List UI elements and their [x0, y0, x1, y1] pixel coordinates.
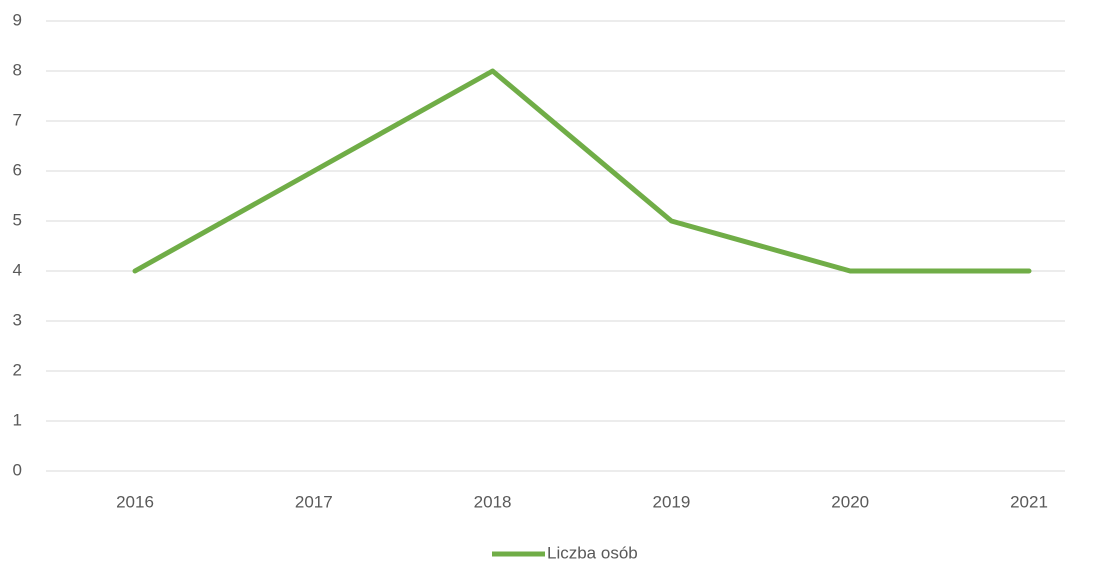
x-tick-label: 2018	[474, 492, 512, 511]
y-tick-label: 9	[13, 10, 22, 29]
y-tick-label: 7	[13, 110, 22, 129]
legend-label: Liczba osób	[547, 543, 638, 562]
y-tick-label: 3	[13, 310, 22, 329]
y-tick-label: 1	[13, 410, 22, 429]
x-tick-label: 2016	[116, 492, 154, 511]
y-tick-label: 0	[13, 460, 22, 479]
y-tick-label: 5	[13, 210, 22, 229]
y-tick-label: 6	[13, 160, 22, 179]
y-tick-label: 4	[13, 260, 22, 279]
x-tick-label: 2017	[295, 492, 333, 511]
x-tick-label: 2021	[1010, 492, 1048, 511]
y-tick-label: 8	[13, 60, 22, 79]
y-tick-label: 2	[13, 360, 22, 379]
x-tick-label: 2020	[831, 492, 869, 511]
x-tick-label: 2019	[652, 492, 690, 511]
series-line	[132, 68, 1032, 274]
